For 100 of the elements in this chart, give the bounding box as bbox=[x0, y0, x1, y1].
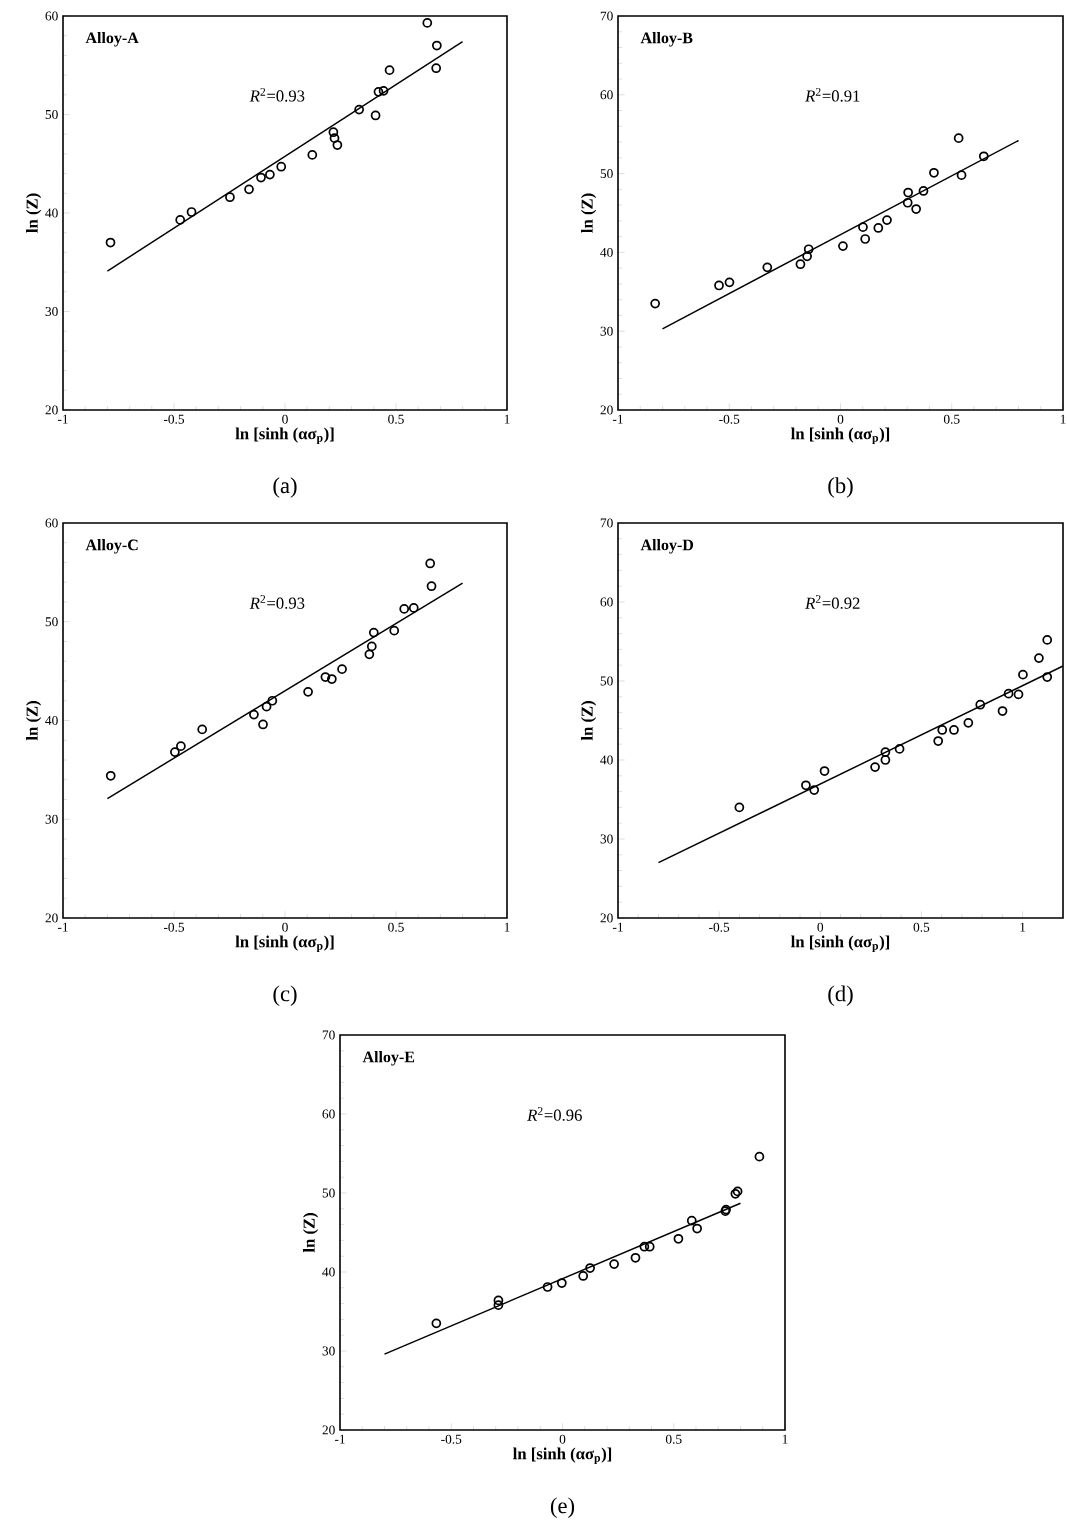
x-tick-label: -0.5 bbox=[441, 1434, 462, 1444]
point bbox=[105, 770, 116, 781]
x-axis-title: ln [sinh (ασ$_{p}$)] bbox=[791, 427, 890, 445]
point bbox=[809, 785, 820, 795]
annotation: R$^{2}$=0.96 bbox=[527, 1107, 582, 1121]
point bbox=[328, 127, 339, 138]
point bbox=[105, 237, 116, 248]
point bbox=[714, 280, 724, 291]
point bbox=[978, 151, 989, 162]
x-tick-label: -1 bbox=[334, 1434, 345, 1444]
y-tick-label: 60 bbox=[600, 90, 613, 100]
text: (e) bbox=[550, 1497, 575, 1518]
point bbox=[276, 161, 287, 172]
point bbox=[267, 695, 278, 706]
point bbox=[170, 747, 180, 757]
point bbox=[542, 1282, 553, 1292]
point bbox=[493, 1295, 504, 1306]
x-tick-label: 0 bbox=[282, 414, 288, 424]
y-tick-label: 70 bbox=[600, 518, 613, 528]
point bbox=[673, 1233, 684, 1244]
point bbox=[858, 222, 868, 233]
x-tick-label: 0 bbox=[282, 922, 288, 932]
y-axis-title: ln (Z) bbox=[303, 1213, 319, 1253]
y-tick-label: 60 bbox=[45, 518, 58, 528]
point bbox=[997, 706, 1008, 716]
x-tick-label: 0.5 bbox=[665, 1434, 682, 1444]
point bbox=[838, 241, 848, 251]
y-tick-label: 20 bbox=[600, 405, 613, 415]
x-axis-title: ln [sinh (ασ$_{p}$)] bbox=[235, 935, 334, 953]
annotation: R$^{2}$=0.93 bbox=[249, 87, 305, 102]
x-tick-label: 0.5 bbox=[388, 922, 404, 932]
x-tick-label: 1 bbox=[1060, 414, 1066, 424]
y-tick-label: 50 bbox=[600, 169, 613, 179]
point bbox=[609, 1259, 619, 1269]
point bbox=[186, 207, 197, 217]
point bbox=[431, 1318, 442, 1329]
point bbox=[303, 686, 313, 697]
point bbox=[801, 780, 811, 791]
point bbox=[692, 1223, 702, 1234]
point bbox=[578, 1271, 589, 1281]
y-tick-label: 30 bbox=[322, 1346, 335, 1356]
point bbox=[630, 1252, 641, 1263]
point bbox=[329, 133, 340, 144]
point bbox=[894, 744, 905, 754]
y-axis-title: ln (Z) bbox=[581, 701, 597, 741]
x-axis-title: ln [sinh (ασ$_{p}$)] bbox=[513, 1447, 612, 1465]
point bbox=[426, 581, 437, 592]
point bbox=[368, 627, 379, 638]
point bbox=[265, 169, 275, 180]
point bbox=[870, 762, 880, 772]
y-tick-label: 70 bbox=[322, 1030, 335, 1040]
point bbox=[918, 186, 929, 196]
x-tick-label: 0.5 bbox=[388, 414, 404, 424]
annotation: Alloy-C bbox=[85, 539, 138, 554]
x-axis-title: ln [sinh (ασ$_{p}$)] bbox=[235, 427, 334, 445]
point bbox=[373, 86, 384, 97]
x-tick-label: -0.5 bbox=[719, 414, 740, 424]
point bbox=[880, 755, 891, 765]
x-tick-label: -0.5 bbox=[163, 414, 185, 424]
point bbox=[256, 172, 266, 183]
point bbox=[332, 140, 343, 150]
point bbox=[258, 719, 268, 730]
x-tick-label: 0 bbox=[559, 1434, 566, 1444]
text: (d) bbox=[828, 985, 853, 1006]
point bbox=[585, 1263, 595, 1273]
y-tick-label: 50 bbox=[45, 617, 58, 627]
y-axis-title: ln (Z) bbox=[26, 193, 42, 233]
point bbox=[754, 1151, 765, 1162]
x-tick-label: 0.5 bbox=[913, 922, 930, 932]
point bbox=[176, 741, 186, 752]
point bbox=[320, 672, 331, 682]
y-tick-label: 50 bbox=[600, 676, 613, 686]
point bbox=[556, 1278, 567, 1288]
x-tick-label: 1 bbox=[782, 1434, 788, 1444]
point bbox=[378, 85, 389, 96]
y-tick-label: 50 bbox=[45, 110, 58, 119]
point bbox=[911, 204, 922, 214]
y-tick-label: 40 bbox=[45, 716, 58, 725]
x-axis-title: ln [sinh (ασ$_{p}$)] bbox=[791, 935, 890, 953]
y-tick-label: 30 bbox=[45, 307, 58, 316]
y-tick-label: 40 bbox=[600, 247, 613, 257]
x-tick-label: 0.5 bbox=[943, 414, 960, 424]
point bbox=[644, 1241, 655, 1252]
point bbox=[1042, 672, 1053, 682]
point bbox=[1034, 653, 1044, 663]
point bbox=[431, 40, 442, 51]
point bbox=[425, 558, 436, 569]
point bbox=[903, 187, 914, 198]
annotation: Alloy-B bbox=[640, 32, 693, 47]
text: (b) bbox=[828, 477, 853, 498]
point bbox=[249, 709, 259, 720]
x-tick-label: -0.5 bbox=[163, 922, 185, 932]
point bbox=[364, 649, 375, 660]
y-tick-label: 50 bbox=[322, 1188, 335, 1198]
point bbox=[384, 65, 395, 76]
point bbox=[1018, 669, 1028, 680]
point bbox=[802, 251, 812, 262]
x-tick-label: -1 bbox=[612, 414, 623, 424]
point bbox=[1013, 689, 1024, 700]
x-tick-label: 0 bbox=[837, 414, 844, 424]
